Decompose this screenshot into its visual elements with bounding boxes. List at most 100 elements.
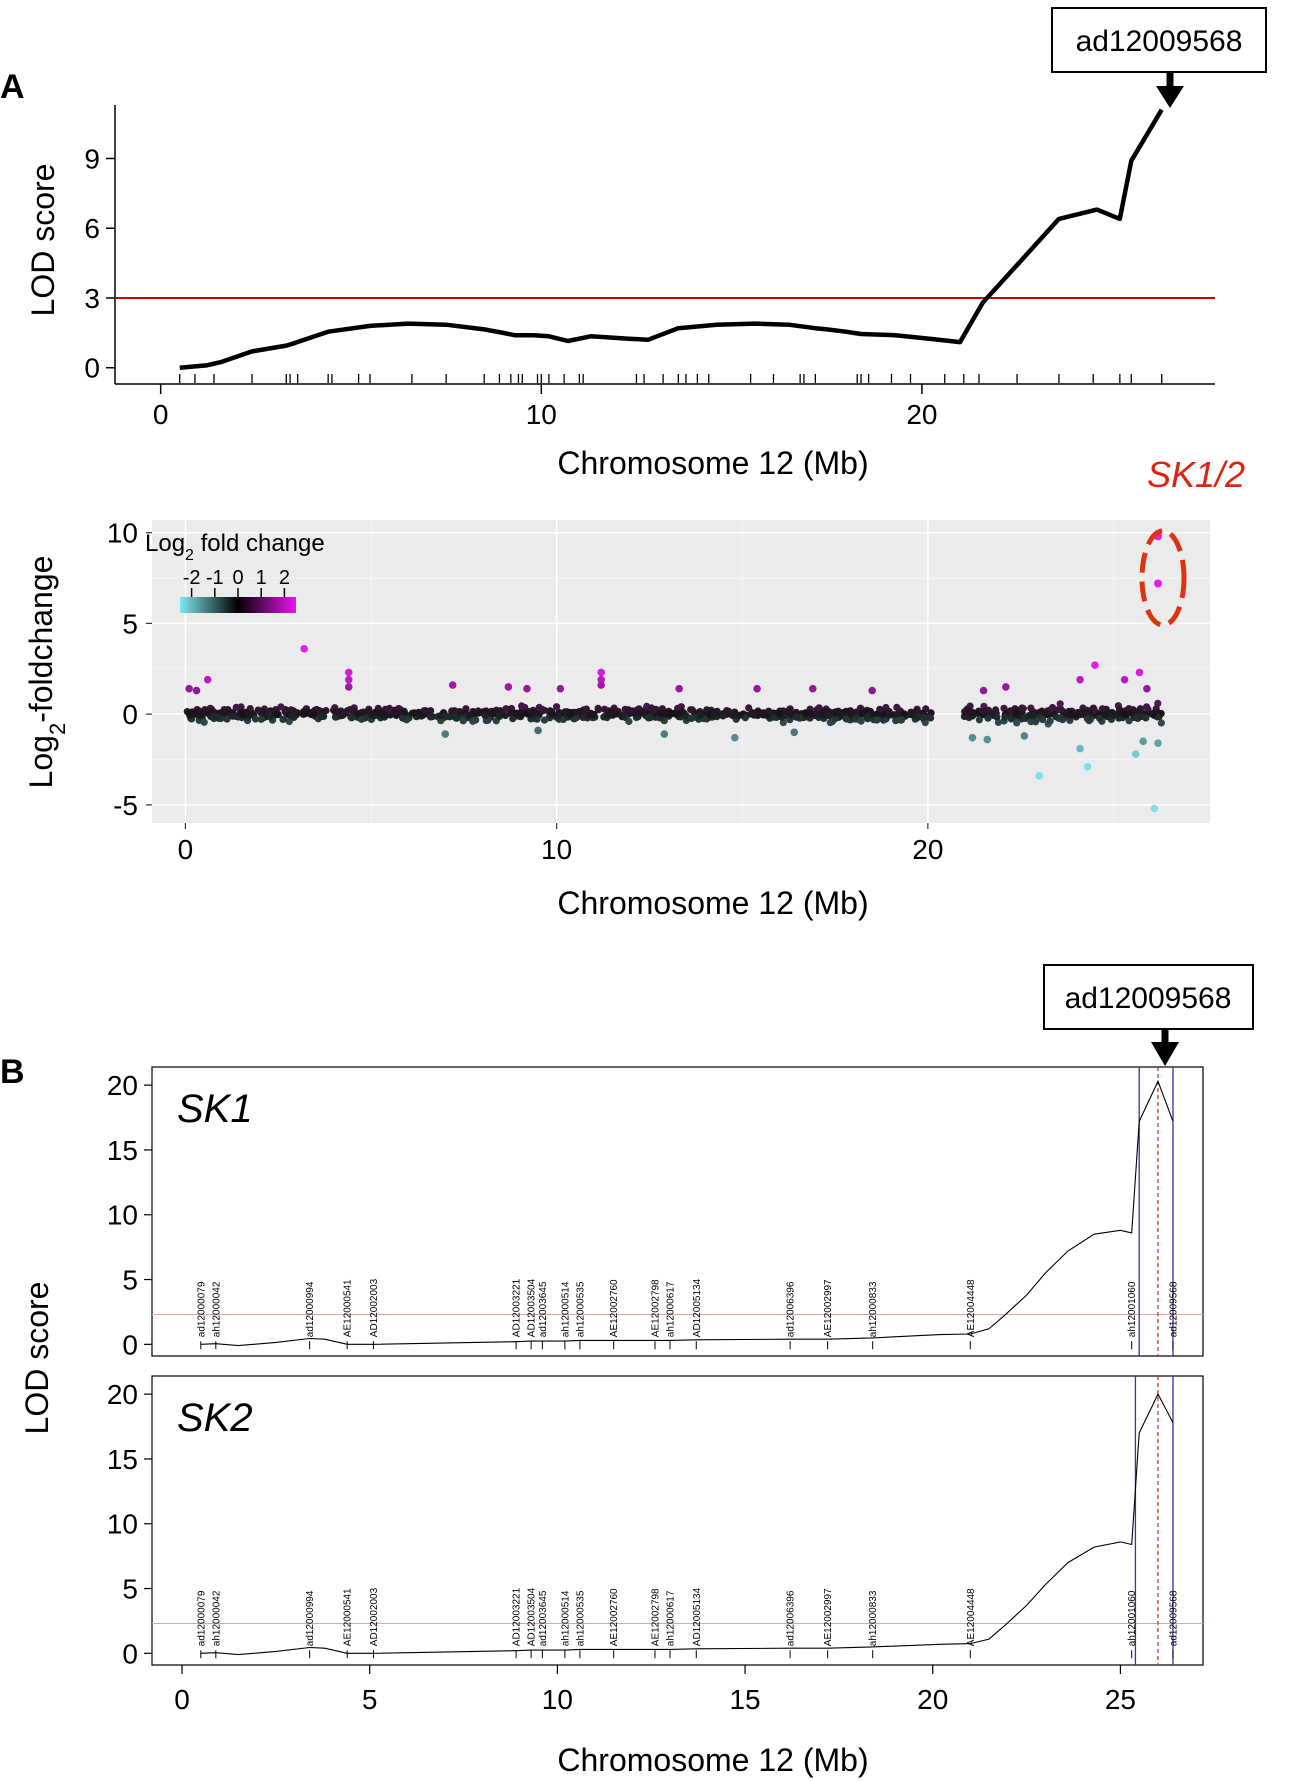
fc-point — [785, 708, 793, 716]
sk2-label: SK2 — [177, 1396, 253, 1440]
fc-point — [846, 709, 854, 717]
fc-point — [1120, 710, 1129, 718]
fc-point — [462, 705, 470, 713]
fc-point — [842, 715, 850, 723]
sk1-ytick-label: 0 — [122, 1329, 138, 1360]
fc-point — [201, 708, 209, 717]
fc-point — [285, 717, 293, 726]
sk1-marker-label: ad12000079 — [196, 1281, 207, 1337]
fc-point — [925, 713, 934, 722]
sk1-ytick-label: 5 — [122, 1265, 138, 1296]
fc-ytick-label: -5 — [113, 790, 138, 821]
fc-point — [667, 710, 675, 718]
fc-point-outlier — [448, 681, 457, 689]
sk1-marker-label: AD12003504 — [527, 1278, 538, 1337]
sk1-marker-label: ah12000042 — [211, 1281, 222, 1337]
fc-point-outlier — [192, 686, 201, 695]
fc-point-outlier — [1076, 675, 1084, 684]
callout-b-label: ad12009568 — [1065, 982, 1232, 1015]
fc-point-outlier — [868, 686, 876, 695]
fc-point-sk12 — [1154, 579, 1163, 588]
sk1-marker-label: ad12003645 — [538, 1281, 549, 1337]
fc-point — [687, 706, 695, 714]
fc-point — [426, 713, 435, 721]
lod-b-ylabel: LOD score — [19, 1282, 55, 1435]
fc-point — [553, 703, 561, 711]
callout-b: ad12009568 — [1043, 964, 1254, 1066]
fc-point — [548, 710, 556, 718]
fc-point — [634, 709, 643, 717]
fc-point — [451, 707, 459, 715]
fc-point — [481, 712, 489, 720]
fc-point-outlier — [441, 730, 450, 738]
sk2-xtick-label: 10 — [542, 1684, 573, 1715]
fc-point — [1142, 714, 1150, 722]
fc-point-outlier — [1076, 744, 1084, 753]
fc-point — [604, 711, 612, 719]
sk2-marker-label: ad12003645 — [538, 1590, 549, 1646]
fc-point — [993, 713, 1001, 721]
fc-point — [975, 716, 984, 724]
fc-point — [1006, 707, 1015, 715]
fc-point — [200, 718, 208, 726]
panel-a-letter: A — [0, 68, 25, 106]
fc-point — [885, 707, 893, 716]
callout-a: ad12009568 — [1051, 7, 1267, 108]
sk1-marker-label: ah12000514 — [560, 1281, 571, 1337]
fc-point — [223, 715, 231, 723]
lod-b-xlabel: Chromosome 12 (Mb) — [557, 1742, 868, 1778]
sk2-marker-label: ad12009568 — [1168, 1590, 1179, 1646]
callout-b-box — [1043, 964, 1254, 1030]
fc-point — [229, 712, 237, 720]
fc-point — [582, 705, 591, 713]
sk1-marker-label: AE12002997 — [823, 1279, 834, 1337]
callout-b-arrow-head — [1151, 1042, 1179, 1066]
sk2-frame — [151, 1375, 1204, 1666]
sk1-ytick-label: 20 — [107, 1070, 138, 1101]
fc-point — [961, 708, 969, 716]
sk2-marker-label: ah12000535 — [575, 1590, 586, 1646]
fc-point — [1057, 705, 1065, 714]
fc-point — [320, 712, 328, 721]
fc-point — [831, 709, 839, 717]
fc-point — [857, 717, 865, 725]
foldchange-plot-background — [152, 520, 1210, 823]
sk1-marker-label: AE12002798 — [650, 1279, 661, 1337]
fc-point — [745, 704, 753, 712]
fc-point-outlier — [1091, 661, 1099, 669]
fc-point — [1110, 711, 1118, 719]
fc-point-outlier — [1131, 750, 1140, 758]
fc-point — [1046, 717, 1054, 725]
fc-point — [687, 714, 696, 723]
lod-plot-a: LOD score Chromosome 12 (Mb) 0 3 6 9 0 10 20 — [25, 105, 1215, 481]
fc-point — [496, 712, 504, 720]
sk1-marker-label: AE12000541 — [343, 1279, 354, 1337]
fc-point — [567, 710, 575, 718]
sk1-ytick-label: 15 — [107, 1135, 138, 1166]
fc-point — [277, 703, 285, 711]
fc-point — [741, 714, 749, 722]
fc-point — [1098, 705, 1106, 713]
fc-point — [628, 707, 637, 715]
fc-point — [512, 709, 520, 717]
sk2-ytick-label: 15 — [107, 1444, 138, 1475]
sk2-marker-label: ad12006396 — [786, 1590, 797, 1646]
fc-point-outlier — [1020, 732, 1029, 740]
fc-point-outlier — [556, 684, 565, 693]
fc-point — [719, 712, 727, 720]
fc-point — [535, 703, 543, 712]
legend-tick-label: 1 — [256, 567, 267, 589]
sk1-marker-label: ad12000994 — [305, 1281, 316, 1337]
fc-point — [385, 704, 394, 713]
fc-point-outlier — [344, 675, 353, 684]
fc-point — [776, 710, 784, 718]
sk1-marker-label: ad12006396 — [786, 1281, 797, 1337]
fc-point-outlier — [979, 686, 988, 695]
fc-point — [1001, 713, 1009, 721]
foldchange-xlabel: Chromosome 12 (Mb) — [557, 885, 868, 921]
fc-point — [391, 708, 399, 716]
fc-point — [644, 714, 653, 722]
sk2-xtick-label: 0 — [174, 1684, 190, 1715]
fc-point — [459, 717, 467, 725]
sk1-marker-label: ah12000617 — [665, 1281, 676, 1337]
